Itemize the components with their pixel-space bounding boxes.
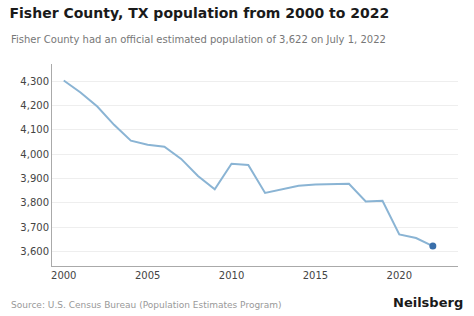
svg-text:3,800: 3,800 <box>20 197 49 208</box>
svg-text:Fisher County had an official: Fisher County had an official estimated … <box>11 34 386 45</box>
svg-text:2020: 2020 <box>387 270 412 281</box>
svg-text:3,700: 3,700 <box>20 222 49 233</box>
svg-text:4,200: 4,200 <box>20 100 49 111</box>
svg-text:Fisher County, TX population f: Fisher County, TX population from 2000 t… <box>9 5 389 21</box>
svg-text:2015: 2015 <box>303 270 328 281</box>
svg-text:4,300: 4,300 <box>20 76 49 87</box>
svg-text:2005: 2005 <box>135 270 160 281</box>
svg-text:4,000: 4,000 <box>20 149 49 160</box>
svg-text:3,900: 3,900 <box>20 173 49 184</box>
svg-text:2010: 2010 <box>219 270 244 281</box>
svg-text:4,100: 4,100 <box>20 124 49 135</box>
svg-text:2000: 2000 <box>51 270 76 281</box>
svg-text:Source: U.S. Census Bureau (Po: Source: U.S. Census Bureau (Population E… <box>11 300 282 310</box>
svg-text:Neilsberg: Neilsberg <box>393 295 463 310</box>
svg-text:3,600: 3,600 <box>20 246 49 257</box>
